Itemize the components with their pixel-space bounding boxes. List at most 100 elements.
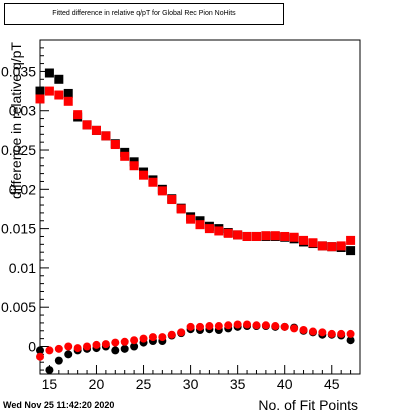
red-mean-marker <box>308 238 318 248</box>
black-sigma-marker <box>111 346 120 355</box>
red-sigma-marker <box>45 346 54 355</box>
x-tick-label: 45 <box>324 376 340 392</box>
red-mean-marker <box>317 241 327 251</box>
red-mean-marker <box>204 224 214 234</box>
red-mean-marker <box>336 241 346 251</box>
red-sigma-marker <box>224 321 233 330</box>
x-tick-label: 40 <box>277 376 293 392</box>
red-sigma-marker <box>64 342 73 351</box>
red-sigma-marker <box>346 329 355 338</box>
y-tick-label: 0 <box>28 338 36 354</box>
red-sigma-marker <box>73 344 82 353</box>
red-sigma-marker <box>196 322 204 331</box>
red-mean-marker <box>176 204 186 214</box>
red-mean-marker <box>120 151 130 161</box>
x-tick-label: 25 <box>136 376 152 392</box>
x-tick-label: 35 <box>230 376 246 392</box>
black-sigma-marker <box>54 356 63 365</box>
red-mean-marker <box>346 235 356 245</box>
red-sigma-marker <box>167 330 176 339</box>
y-tick-label: 0.035 <box>1 63 36 79</box>
y-tick-label: 0.015 <box>1 221 36 237</box>
red-sigma-marker <box>205 322 214 331</box>
red-mean-marker <box>35 94 45 104</box>
red-mean-marker <box>242 231 252 241</box>
red-sigma-marker <box>139 334 148 343</box>
red-sigma-marker <box>252 321 261 330</box>
red-sigma-marker <box>177 328 186 337</box>
red-mean-marker <box>44 86 54 96</box>
red-sigma-marker <box>120 337 129 346</box>
red-sigma-marker <box>214 322 223 331</box>
red-sigma-marker <box>327 329 336 338</box>
red-mean-marker <box>223 228 233 238</box>
red-mean-marker <box>82 120 92 130</box>
timestamp: Wed Nov 25 11:42:20 2020 <box>3 400 115 410</box>
chart-title: Fitted difference in relative q/pT for G… <box>52 10 236 17</box>
red-sigma-marker <box>261 321 270 330</box>
red-mean-marker <box>233 230 243 240</box>
black-mean-marker <box>54 74 64 84</box>
red-sigma-marker <box>158 333 167 342</box>
y-axis-title: difference in relative q/pT <box>8 42 24 199</box>
y-tick-label: 0.02 <box>9 181 36 197</box>
red-mean-marker <box>110 140 120 150</box>
red-mean-marker <box>261 231 271 241</box>
red-mean-marker <box>327 242 337 252</box>
red-mean-marker <box>101 131 111 141</box>
red-mean-marker <box>251 231 261 241</box>
black-sigma-marker <box>346 336 355 345</box>
red-sigma-marker <box>299 325 308 334</box>
black-sigma-marker <box>64 350 73 359</box>
red-sigma-marker <box>337 329 346 338</box>
red-sigma-marker <box>318 328 327 337</box>
red-sigma-marker <box>92 340 101 349</box>
red-mean-marker <box>73 110 83 120</box>
x-tick-label: 15 <box>42 376 58 392</box>
red-mean-marker <box>54 90 64 100</box>
y-tick-label: 0.01 <box>9 260 36 276</box>
red-mean-marker <box>270 231 280 241</box>
black-sigma-marker <box>45 366 54 375</box>
y-tick-label: 0.025 <box>1 142 36 158</box>
y-tick-label: 0.005 <box>1 299 36 315</box>
red-mean-marker <box>289 232 299 242</box>
red-sigma-marker <box>271 322 280 331</box>
red-mean-marker <box>299 235 309 245</box>
red-mean-marker <box>157 186 167 196</box>
black-mean-marker <box>63 88 73 98</box>
red-mean-marker <box>214 226 224 236</box>
red-mean-marker <box>148 177 158 187</box>
x-tick-label: 30 <box>183 376 199 392</box>
black-sigma-marker <box>130 342 139 351</box>
red-mean-marker <box>195 220 205 230</box>
black-sigma-marker <box>120 344 129 353</box>
red-mean-marker <box>129 161 139 171</box>
red-sigma-marker <box>54 344 63 353</box>
red-sigma-marker <box>243 320 252 329</box>
red-mean-marker <box>139 170 149 180</box>
red-sigma-marker <box>186 322 195 331</box>
red-sigma-marker <box>130 336 139 345</box>
red-mean-marker <box>186 214 196 224</box>
black-mean-marker <box>44 68 54 78</box>
red-sigma-marker <box>148 333 157 342</box>
red-sigma-marker <box>233 320 242 329</box>
red-mean-marker <box>91 125 101 135</box>
black-mean-marker <box>346 246 356 256</box>
chart-title-box: Fitted difference in relative q/pT for G… <box>4 3 284 25</box>
black-sigma-marker <box>36 346 44 355</box>
red-sigma-marker <box>36 352 44 361</box>
red-sigma-marker <box>111 338 120 347</box>
red-mean-marker <box>280 231 290 241</box>
red-sigma-marker <box>280 322 289 331</box>
red-mean-marker <box>167 195 177 205</box>
x-axis-title: No. of Fit Points <box>258 397 358 413</box>
x-tick-label: 20 <box>89 376 105 392</box>
red-sigma-marker <box>290 324 299 333</box>
red-sigma-marker <box>101 340 110 349</box>
black-mean-marker <box>35 86 45 96</box>
y-tick-label: 0.03 <box>9 103 36 119</box>
red-sigma-marker <box>83 342 92 351</box>
